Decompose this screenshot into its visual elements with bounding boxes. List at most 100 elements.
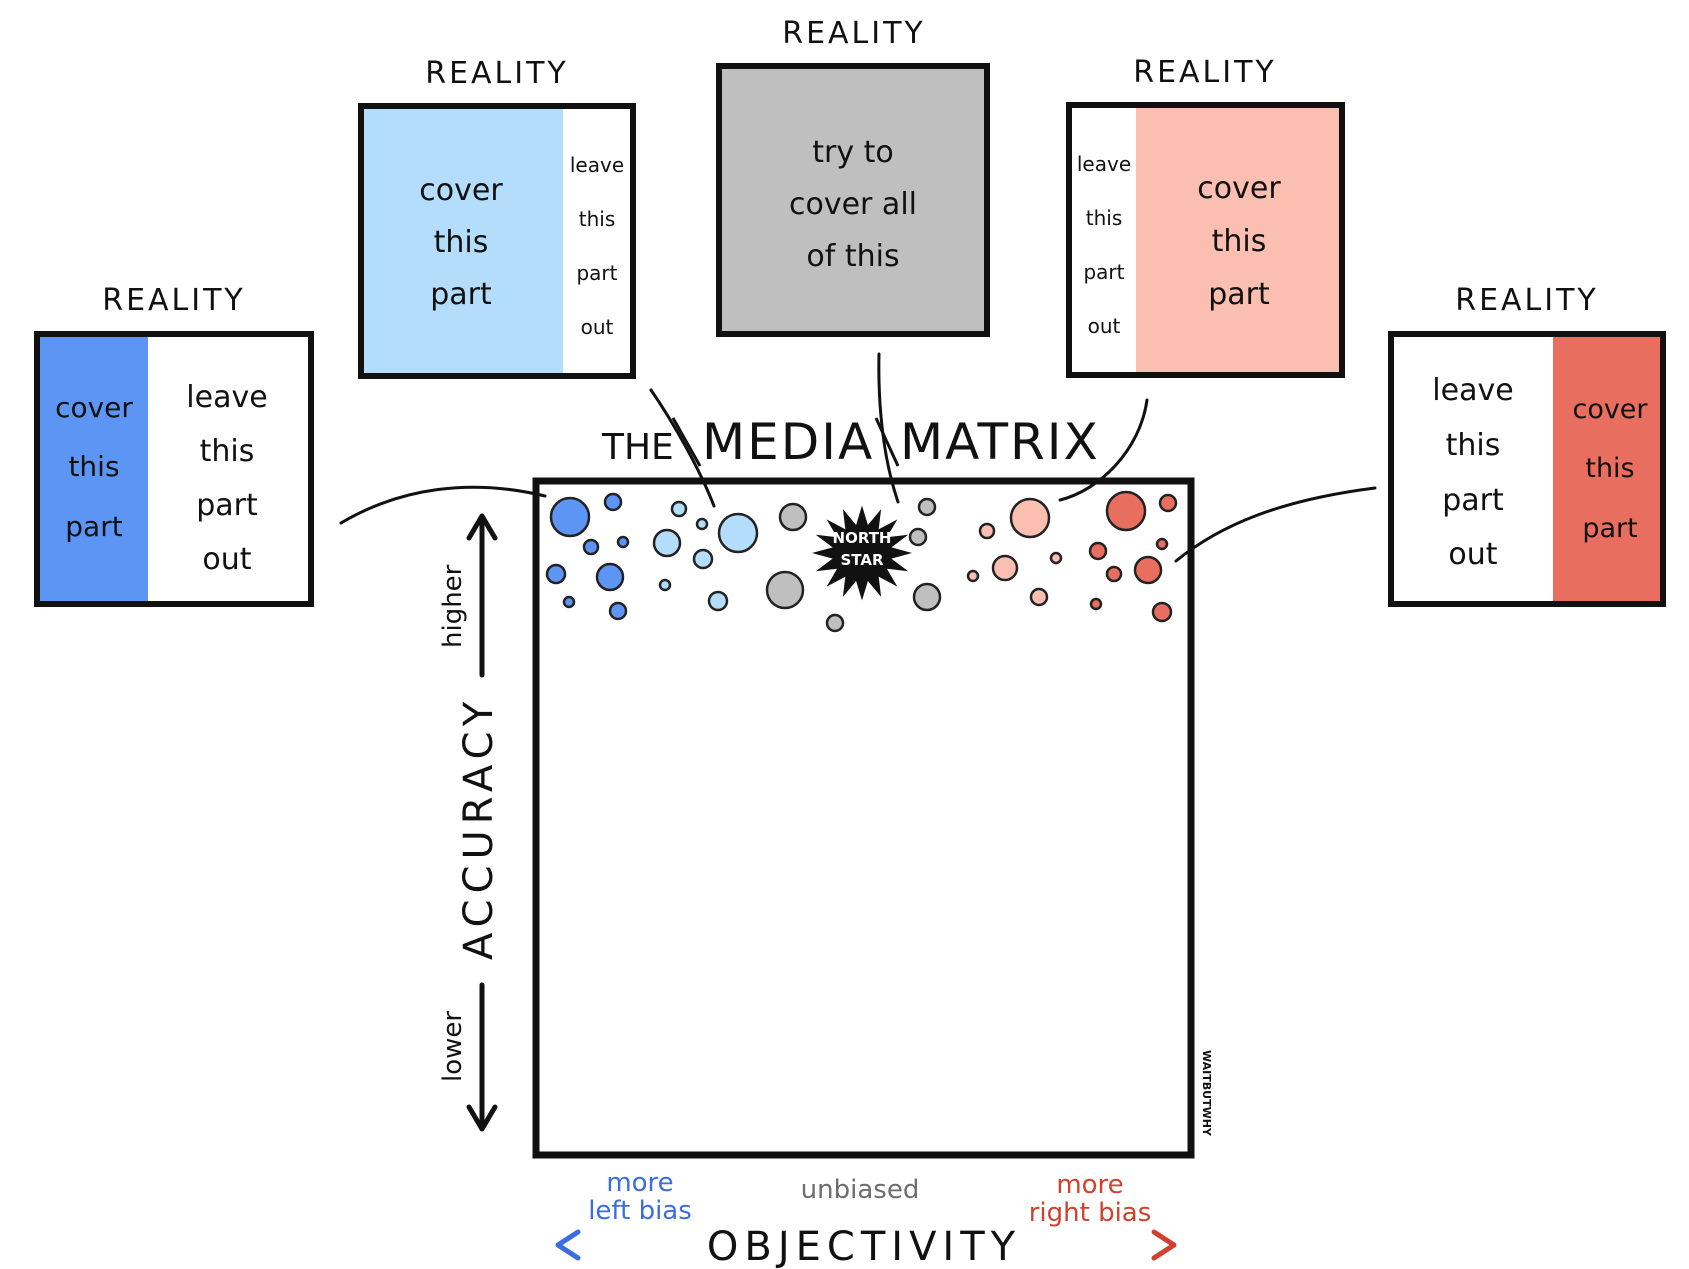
source-circle-left: [549, 496, 591, 538]
north-star-label: STAR: [840, 551, 883, 569]
connector-left: [649, 388, 716, 508]
source-circle-right: [1155, 537, 1169, 551]
title-slash: [671, 417, 702, 467]
matrix-title: THE MEDIA MATRIX: [601, 413, 1098, 471]
source-circle-right: [1105, 565, 1123, 583]
x-axis-left-label: left bias: [588, 1196, 692, 1226]
panel-right: REALITY leave this part out cover this p…: [1066, 55, 1345, 378]
source-circle-neutral: [765, 570, 805, 610]
north-star-icon: [812, 505, 912, 601]
x-axis-title: OBJECTIVITY: [707, 1224, 1021, 1269]
panel-cover-region: [1553, 334, 1663, 604]
panel-leave-line: part: [576, 261, 617, 285]
y-axis-lower: lower: [438, 1011, 468, 1082]
x-axis-right-label: more: [1056, 1170, 1123, 1200]
panel-cover-region: [1136, 105, 1342, 375]
panel-leave-line: part: [1442, 483, 1504, 518]
panel-cover-line: cover: [1572, 394, 1648, 425]
y-axis-title: ACCURACY: [456, 696, 502, 960]
panel-frame: [1066, 102, 1345, 378]
source-circle-lean-left: [692, 548, 714, 570]
panel-leave-line: out: [202, 542, 251, 577]
panel-leave-line: out: [1448, 537, 1497, 572]
source-circle-right: [1089, 597, 1103, 611]
source-circle-right: [1158, 493, 1178, 513]
x-axis-center-label: unbiased: [801, 1175, 920, 1205]
y-axis: higher ACCURACY lower: [438, 513, 502, 1132]
source-circle-lean-right: [978, 522, 996, 540]
panel-cover-line: this: [434, 225, 489, 260]
panel-cover-line: part: [1208, 277, 1270, 312]
source-circle-left: [562, 595, 576, 609]
y-axis-higher: higher: [438, 564, 468, 648]
panel-leave-line: this: [579, 207, 616, 231]
panel-title: REALITY: [102, 283, 246, 318]
x-arrow-left-head: [555, 1229, 581, 1261]
y-arrow-down-head: [466, 1104, 498, 1132]
panel-cover-line: this: [68, 450, 119, 483]
panel-cover-line: this: [1212, 224, 1267, 259]
panel-title: REALITY: [1133, 55, 1277, 90]
x-axis-right-label: right bias: [1029, 1198, 1152, 1228]
panel-leave-line: part: [1083, 260, 1124, 284]
source-circle-neutral: [825, 613, 845, 633]
connector-far-left: [339, 485, 547, 525]
panel-leave-line: part: [196, 488, 258, 523]
panel-center: REALITY try to cover all of this: [716, 16, 990, 337]
panel-title: REALITY: [782, 16, 926, 51]
matrix-box: [532, 477, 1195, 1159]
source-circle-left: [603, 492, 623, 512]
connector-center: [877, 352, 900, 504]
panel-frame: [1388, 331, 1666, 607]
source-circle-neutral: [778, 502, 808, 532]
panel-cover-line: cover: [1197, 171, 1281, 206]
panel-leave-line: leave: [1432, 373, 1513, 408]
panel-cover-line: cover: [419, 173, 503, 208]
source-circle-lean-right: [966, 569, 980, 583]
panel-leave-line: leave: [186, 380, 267, 415]
panel-cover-line: part: [1582, 513, 1637, 544]
x-arrow-right-head: [1151, 1229, 1177, 1261]
source-circle-lean-right: [991, 554, 1019, 582]
panel-leave-line: this: [1446, 428, 1501, 463]
y-arrow-up-head: [466, 513, 498, 541]
panel-frame: [34, 331, 314, 607]
source-circle-left: [582, 538, 600, 556]
panel-cover-line: cover: [55, 391, 133, 424]
source-circle-lean-left: [707, 590, 729, 612]
source-circle-lean-right: [1049, 551, 1063, 565]
source-circle-lean-left: [652, 528, 682, 558]
panel-cover-region: [37, 334, 148, 604]
source-circle-neutral: [912, 582, 942, 612]
source-circle-right: [1105, 490, 1147, 532]
panel-cover-line: cover all: [789, 187, 917, 222]
panel-cover-line: this: [1585, 453, 1634, 484]
panel-cover-line: try to: [812, 135, 894, 170]
panel-cover-line: part: [65, 510, 122, 543]
north-star-label: NORTH: [833, 529, 892, 547]
panel-cover-line: part: [430, 277, 492, 312]
source-circle-neutral: [908, 527, 928, 547]
source-circle-lean-left: [658, 578, 672, 592]
x-axis-left-label: more: [606, 1168, 673, 1198]
panel-leave-line: out: [1088, 314, 1121, 338]
credit-watermark: WAITBUTWHY: [1200, 1050, 1213, 1137]
source-circle-left: [595, 562, 625, 592]
panel-frame: [358, 103, 636, 379]
panel-title: REALITY: [425, 56, 569, 91]
source-circle-left: [608, 601, 628, 621]
source-circle-right: [1133, 555, 1163, 585]
panel-left: REALITY cover this part leave this part …: [358, 56, 636, 379]
source-circle-lean-right: [1029, 587, 1049, 607]
matrix-title-media: MEDIA: [702, 413, 874, 471]
panel-leave-line: this: [200, 434, 255, 469]
north-star: NORTH STAR: [812, 505, 912, 601]
source-circle-lean-left: [717, 512, 759, 554]
source-circle-lean-left: [695, 517, 709, 531]
panel-title: REALITY: [1455, 283, 1599, 318]
panel-leave-line: this: [1086, 206, 1123, 230]
panel-leave-line: leave: [1077, 152, 1131, 176]
source-circles: [545, 490, 1178, 633]
source-circle-neutral: [917, 497, 937, 517]
